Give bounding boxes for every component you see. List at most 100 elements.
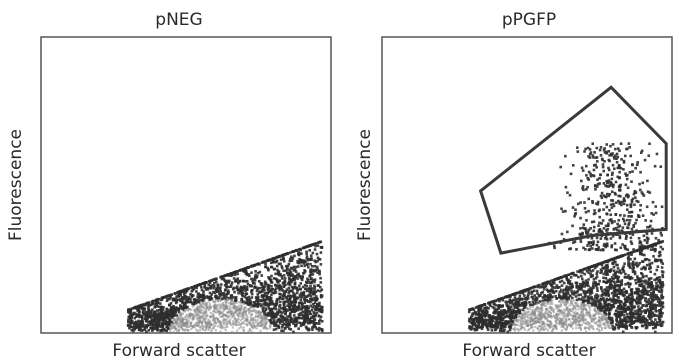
scatter-point xyxy=(500,329,504,333)
scatter-point xyxy=(188,324,191,327)
scatter-point xyxy=(220,291,223,295)
scatter-point xyxy=(505,311,509,314)
scatter-point xyxy=(555,297,558,300)
scatter-point xyxy=(589,315,592,318)
scatter-point xyxy=(282,323,286,326)
scatter-point xyxy=(317,329,321,332)
scatter-point xyxy=(159,328,162,332)
scatter-point xyxy=(289,257,292,261)
scatter-point xyxy=(564,323,567,326)
scatter-point xyxy=(623,275,627,279)
scatter-point xyxy=(605,280,609,284)
scatter-point xyxy=(237,306,240,309)
scatter-point xyxy=(631,267,634,271)
scatter-point xyxy=(219,299,222,303)
scatter-point xyxy=(562,299,566,302)
scatter-point xyxy=(547,290,550,293)
scatter-point xyxy=(584,294,587,297)
scatter-point xyxy=(150,300,154,304)
scatter-point xyxy=(308,317,311,321)
scatter-point xyxy=(481,318,484,321)
scatter-point xyxy=(309,300,312,304)
scatter-point xyxy=(631,263,634,266)
scatter-point xyxy=(560,279,564,283)
scatter-point xyxy=(247,301,250,305)
scatter-point xyxy=(598,325,601,328)
scatter-point xyxy=(299,282,303,285)
scatter-point xyxy=(267,311,271,315)
scatter-point xyxy=(269,327,272,330)
scatter-point xyxy=(300,322,303,325)
scatter-point xyxy=(571,272,574,275)
scatter-point xyxy=(223,283,227,287)
scatter-point xyxy=(555,286,559,289)
scatter-point xyxy=(579,286,583,289)
scatter-point xyxy=(277,255,280,259)
scatter-point xyxy=(474,306,478,309)
scatter-point xyxy=(641,296,645,299)
scatter-point xyxy=(283,294,287,298)
scatter-point xyxy=(199,326,202,329)
scatter-point xyxy=(316,268,319,271)
scatter-point xyxy=(637,297,641,301)
scatter-point xyxy=(165,323,169,327)
scatter-point xyxy=(468,326,471,330)
scatter-point xyxy=(634,281,638,285)
scatter-point xyxy=(277,308,281,311)
scatter-point xyxy=(615,299,619,302)
scatter-point xyxy=(552,308,556,311)
scatter-point xyxy=(167,321,171,325)
scatter-point xyxy=(172,304,175,308)
scatter-point xyxy=(487,301,490,305)
scatter-point xyxy=(612,294,615,298)
scatter-point xyxy=(284,269,288,272)
scatter-point xyxy=(619,282,623,286)
scatter-point xyxy=(184,295,188,299)
scatter-point xyxy=(315,327,319,331)
scatter-point xyxy=(595,275,599,278)
scatter-point xyxy=(654,305,658,308)
scatter-point xyxy=(636,265,639,268)
scatter-point xyxy=(298,313,301,317)
scatter-point xyxy=(566,290,570,294)
scatter-point xyxy=(518,294,522,298)
scatter-point xyxy=(250,325,253,328)
scatter-point xyxy=(593,321,596,324)
scatter-point xyxy=(251,279,254,283)
scatter-point xyxy=(250,296,254,299)
scatter-point xyxy=(484,311,487,315)
scatter-point xyxy=(613,294,617,297)
scatter-point xyxy=(214,307,217,310)
scatter-point xyxy=(146,317,149,321)
scatter-point xyxy=(628,320,632,323)
scatter-point xyxy=(646,324,649,327)
scatter-point xyxy=(127,315,131,319)
scatter-point xyxy=(286,304,289,308)
scatter-point xyxy=(307,265,310,269)
scatter-point xyxy=(206,288,210,291)
scatter-point xyxy=(172,312,176,316)
scatter-point xyxy=(308,244,312,247)
scatter-point xyxy=(197,300,200,304)
scatter-point xyxy=(607,269,611,272)
scatter-point xyxy=(472,327,475,331)
scatter-point xyxy=(268,277,272,280)
scatter-point xyxy=(541,304,544,307)
scatter-point xyxy=(231,322,235,325)
scatter-point xyxy=(184,315,187,319)
scatter-point xyxy=(630,308,634,311)
scatter-point xyxy=(623,297,627,300)
scatter-point xyxy=(565,285,568,289)
scatter-point xyxy=(637,305,640,308)
scatter-point xyxy=(658,299,662,302)
scatter-point xyxy=(142,325,146,328)
scatter-point xyxy=(597,325,600,328)
scatter-point xyxy=(236,270,239,273)
scatter-point xyxy=(310,243,314,247)
scatter-point xyxy=(168,318,171,321)
scatter-point xyxy=(657,297,661,300)
scatter-point xyxy=(294,276,297,279)
scatter-point xyxy=(306,277,309,281)
scatter-point xyxy=(557,293,561,296)
scatter-point xyxy=(264,265,268,268)
